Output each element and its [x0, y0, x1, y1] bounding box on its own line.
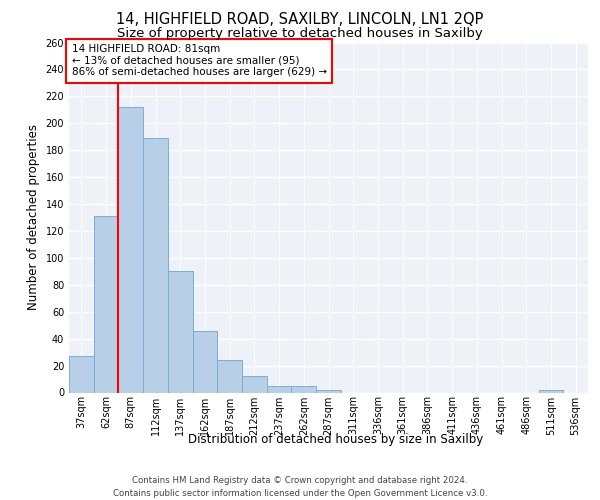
Bar — [292, 386, 316, 392]
Bar — [118, 107, 143, 393]
Bar — [316, 390, 341, 392]
Text: Size of property relative to detached houses in Saxilby: Size of property relative to detached ho… — [117, 28, 483, 40]
Bar — [69, 356, 94, 393]
Bar — [242, 376, 267, 392]
Bar — [94, 216, 118, 392]
Bar — [217, 360, 242, 392]
Bar — [539, 390, 563, 392]
Text: Contains HM Land Registry data © Crown copyright and database right 2024.
Contai: Contains HM Land Registry data © Crown c… — [113, 476, 487, 498]
Bar — [168, 272, 193, 392]
Text: 14 HIGHFIELD ROAD: 81sqm
← 13% of detached houses are smaller (95)
86% of semi-d: 14 HIGHFIELD ROAD: 81sqm ← 13% of detach… — [71, 44, 327, 78]
Bar — [143, 138, 168, 392]
Text: Distribution of detached houses by size in Saxilby: Distribution of detached houses by size … — [188, 432, 484, 446]
Text: 14, HIGHFIELD ROAD, SAXILBY, LINCOLN, LN1 2QP: 14, HIGHFIELD ROAD, SAXILBY, LINCOLN, LN… — [116, 12, 484, 28]
Y-axis label: Number of detached properties: Number of detached properties — [27, 124, 40, 310]
Bar — [193, 330, 217, 392]
Bar — [267, 386, 292, 392]
